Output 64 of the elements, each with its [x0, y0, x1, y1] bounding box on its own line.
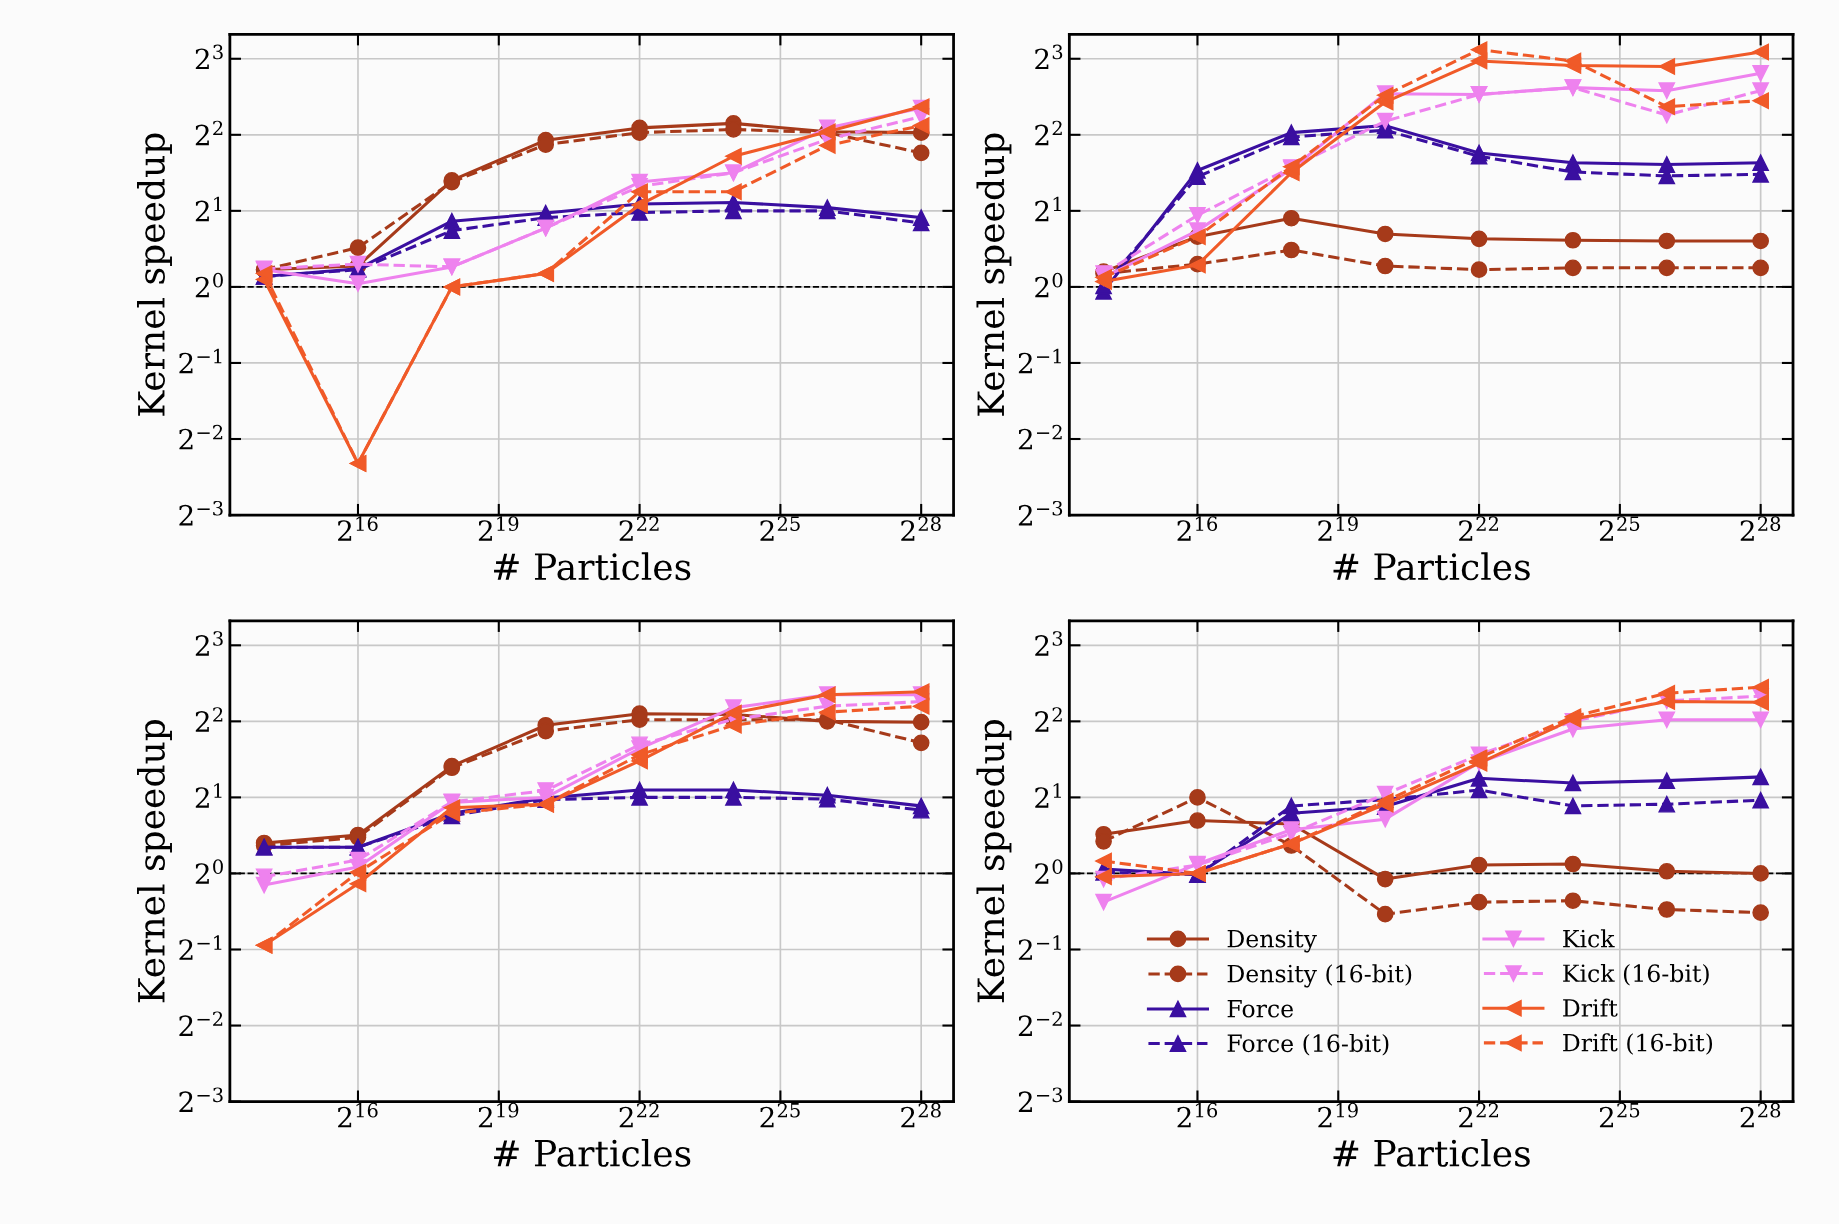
legend-label: Force [1227, 999, 1293, 1018]
x-axis-title: # Particles [494, 1138, 691, 1167]
x-tick-label: 2$^{16}$ [338, 516, 378, 541]
y-tick-label: 2$^{3}$ [1035, 44, 1063, 70]
y-tick-label: 2$^{−2}$ [179, 1011, 223, 1036]
y-tick-label: 2$^{−2}$ [1018, 424, 1062, 450]
y-axis-title: Kernel speedup [976, 719, 1012, 1003]
y-axis-title: Kernel speedup [137, 133, 172, 416]
y-axis-title: Kernel speedup [976, 133, 1012, 416]
x-axis-title: # Particles [494, 552, 691, 581]
legend-label: Drift (16-bit) [1563, 1033, 1713, 1055]
x-tick-label: 2$^{22}$ [619, 516, 659, 541]
y-tick-label: 2$^{−3}$ [1018, 1087, 1063, 1112]
x-tick-label: 2$^{22}$ [619, 1102, 659, 1128]
y-tick-label: 2$^{2}$ [195, 120, 223, 146]
y-tick-label: 2$^{1}$ [1035, 783, 1061, 808]
x-tick-label: 2$^{28}$ [901, 516, 941, 541]
y-tick-label: 2$^{−1}$ [1018, 348, 1061, 374]
y-tick-label: 2$^{2}$ [1035, 120, 1062, 146]
y-tick-label: 2$^{0}$ [1035, 272, 1063, 298]
x-tick-label: 2$^{19}$ [478, 1102, 519, 1128]
legend-label: Kick (16-bit) [1563, 963, 1709, 986]
y-tick-label: 2$^{1}$ [1035, 196, 1061, 222]
y-tick-label: 2$^{0}$ [195, 859, 223, 884]
y-tick-label: 2$^{−3}$ [1018, 500, 1063, 526]
x-tick-label: 2$^{25}$ [760, 516, 800, 541]
x-tick-label: 2$^{28}$ [1740, 516, 1781, 541]
y-tick-label: 2$^{−3}$ [179, 500, 223, 526]
x-tick-label: 2$^{28}$ [1740, 1102, 1781, 1128]
y-axis-title: Kernel speedup [137, 719, 172, 1003]
legend-label: Density [1227, 929, 1317, 953]
y-tick-label: 2$^{3}$ [1035, 631, 1063, 656]
y-tick-label: 2$^{0}$ [195, 272, 223, 298]
x-tick-label: 2$^{19}$ [1318, 1102, 1358, 1128]
x-tick-label: 2$^{19}$ [478, 516, 519, 541]
legend-label: Force (16-bit) [1227, 1033, 1389, 1056]
y-tick-label: 2$^{1}$ [195, 196, 222, 222]
x-tick-label: 2$^{28}$ [901, 1102, 941, 1128]
x-tick-label: 2$^{16}$ [1177, 1102, 1218, 1128]
y-tick-label: 2$^{3}$ [195, 44, 223, 70]
legend-label: Density (16-bit) [1227, 964, 1412, 988]
y-tick-label: 2$^{−1}$ [1018, 935, 1061, 960]
y-tick-label: 2$^{3}$ [195, 631, 223, 656]
x-tick-label: 2$^{22}$ [1459, 1102, 1499, 1128]
x-tick-label: 2$^{25}$ [1599, 516, 1640, 541]
y-tick-label: 2$^{−2}$ [179, 424, 223, 450]
x-tick-label: 2$^{19}$ [1318, 516, 1358, 541]
x-tick-label: 2$^{22}$ [1459, 516, 1499, 541]
y-tick-label: 2$^{2}$ [1035, 707, 1062, 732]
legend-label: Kick [1563, 929, 1615, 948]
y-tick-label: 2$^{2}$ [195, 707, 223, 732]
y-tick-label: 2$^{−1}$ [179, 935, 222, 960]
y-tick-label: 2$^{0}$ [1035, 859, 1063, 884]
x-tick-label: 2$^{25}$ [760, 1102, 800, 1128]
x-axis-title: # Particles [1333, 1138, 1530, 1167]
y-tick-label: 2$^{−2}$ [1018, 1011, 1062, 1036]
y-tick-label: 2$^{1}$ [195, 783, 222, 808]
x-tick-label: 2$^{16}$ [1177, 516, 1218, 541]
x-axis-title: # Particles [1333, 552, 1530, 581]
y-tick-label: 2$^{−1}$ [179, 348, 222, 374]
legend-label: Drift [1563, 998, 1618, 1017]
y-tick-label: 2$^{−3}$ [179, 1087, 223, 1112]
x-tick-label: 2$^{16}$ [338, 1102, 378, 1128]
x-tick-label: 2$^{25}$ [1599, 1102, 1640, 1128]
